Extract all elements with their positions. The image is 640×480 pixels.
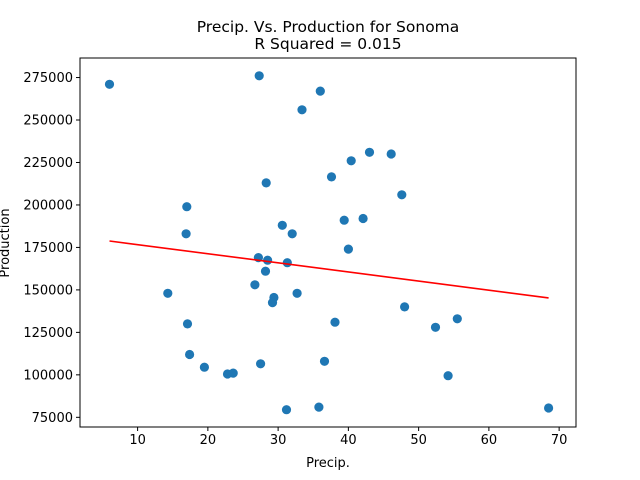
plot-area [104,71,554,415]
data-point [182,319,193,329]
data-point [163,288,173,298]
data-point [254,71,264,81]
data-point [260,266,271,276]
data-point [339,215,349,225]
chart-title: Precip. Vs. Production for Sonoma [197,18,460,36]
y-tick-label: 150000 [23,283,73,298]
data-point [544,403,554,413]
data-point [314,402,324,412]
y-tick-label: 175000 [23,241,73,256]
x-tick-label: 20 [200,433,217,448]
y-tick-label: 75000 [32,411,73,426]
data-point [358,213,368,224]
data-point [282,258,292,268]
data-point [397,190,407,200]
data-point [443,371,453,381]
chart-subtitle: R Squared = 0.015 [254,35,401,53]
data-point [292,288,302,298]
y-tick-label: 125000 [23,326,73,341]
x-axis-label: Precip. [306,456,350,471]
data-point [185,349,195,360]
y-tick-label: 250000 [23,114,73,129]
data-point [250,280,260,290]
y-axis: 75000 100000 125000 150000 175000 200000 22500… [23,71,80,426]
trendline [109,240,549,299]
x-tick-label: 30 [270,433,287,448]
x-tick-label: 60 [481,433,498,448]
data-point [281,405,292,415]
data-point [386,149,396,159]
x-tick-label: 40 [340,433,357,448]
x-tick-label: 70 [551,433,568,448]
data-point [277,220,287,230]
data-point [182,202,192,212]
data-point [343,244,353,254]
y-tick-label: 275000 [23,71,73,86]
data-point [267,298,278,308]
data-point [181,229,191,239]
data-point [452,314,462,324]
y-tick-label: 100000 [23,368,73,383]
data-point [263,255,273,265]
x-tick-label: 10 [129,433,146,448]
data-point [319,356,330,366]
data-point [287,229,297,239]
axes-frame [79,57,577,428]
y-tick-label: 200000 [23,198,73,213]
x-tick-label: 50 [410,433,427,448]
data-point [326,172,337,182]
data-point [104,79,115,89]
data-point [315,86,325,96]
data-point [228,368,238,378]
data-point [346,156,356,166]
data-point [430,322,441,332]
data-point [364,147,375,157]
data-point [330,317,340,327]
data-point [297,105,307,115]
data-point [256,359,266,369]
data-point [199,362,209,372]
data-point [400,302,410,312]
x-axis: 10 20 30 40 50 60 70 [129,427,567,448]
data-point [261,178,271,188]
y-tick-label: 225000 [23,156,73,171]
y-axis-label: Production [0,208,13,277]
